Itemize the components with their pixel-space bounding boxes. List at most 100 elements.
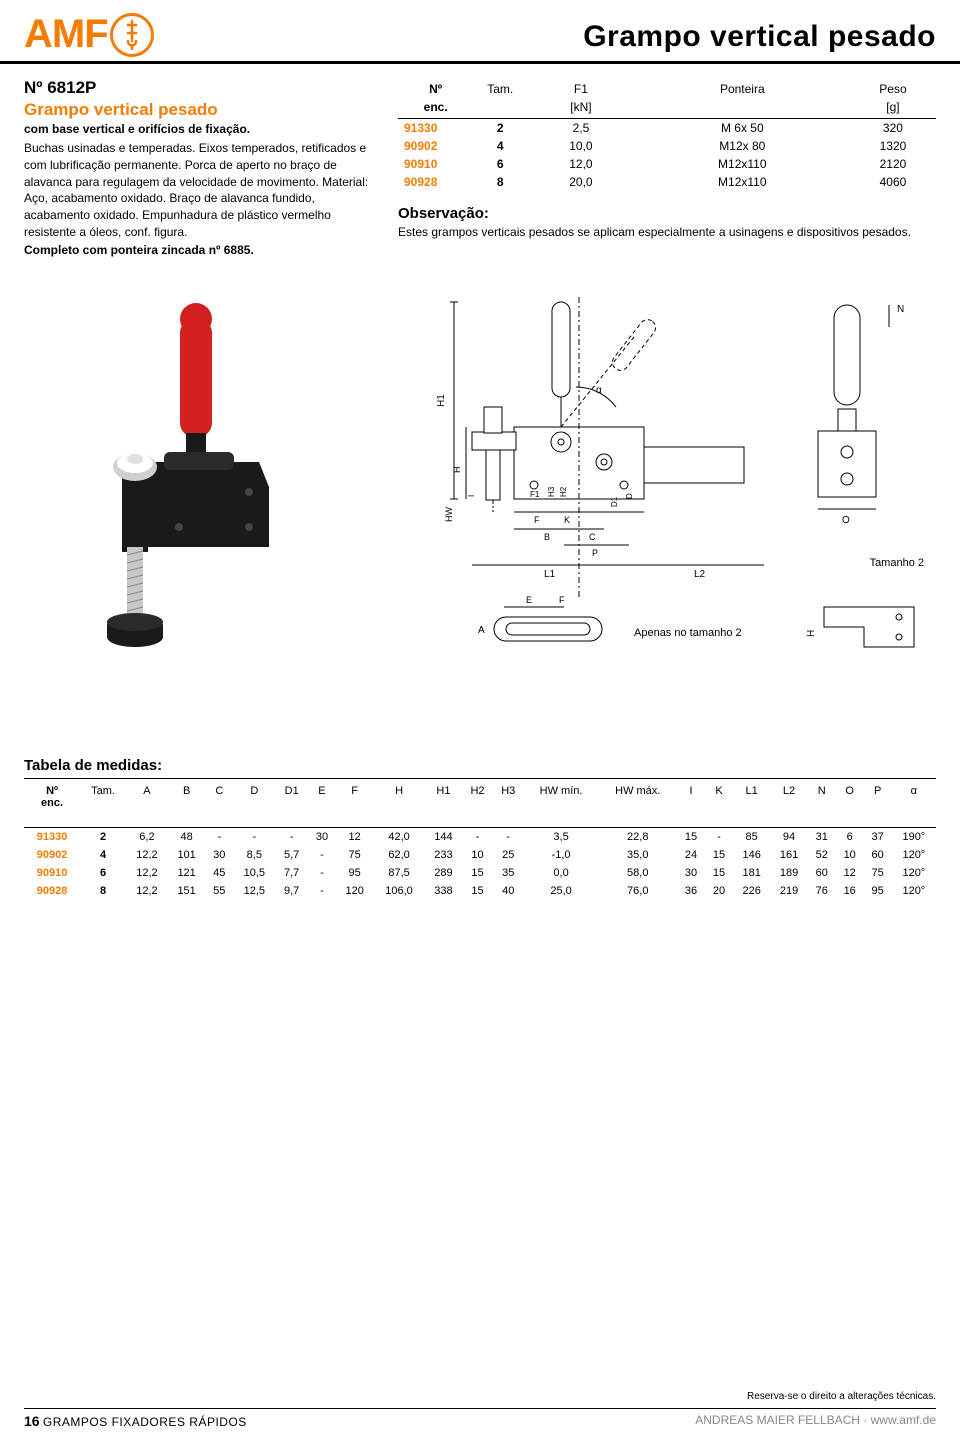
spec-row: 90928820,0M12x1104060 — [398, 173, 936, 191]
dim-cell: 12,2 — [126, 864, 168, 882]
dim-header: P — [864, 778, 892, 827]
dim-cell: 40 — [493, 882, 524, 900]
dim-cell: 10,5 — [233, 864, 275, 882]
dim-header: K — [705, 778, 733, 827]
spec-cell: 90910 — [398, 155, 473, 173]
dim-cell: 3,5 — [524, 827, 599, 846]
dim-table-title: Tabela de medidas: — [24, 757, 936, 774]
svg-text:L2: L2 — [694, 569, 706, 580]
brand-text: AMF — [24, 12, 108, 57]
spec-cell: 2,5 — [527, 119, 635, 138]
dim-cell: 31 — [808, 827, 836, 846]
dim-header: H1 — [425, 778, 462, 827]
dim-header: D1 — [275, 778, 308, 827]
product-info: Nº 6812P Grampo vertical pesado com base… — [24, 78, 374, 257]
dim-cell: 52 — [808, 846, 836, 864]
svg-text:HW: HW — [444, 506, 454, 521]
spec-cell: 20,0 — [527, 173, 635, 191]
dim-cell: 37 — [864, 827, 892, 846]
svg-text:D1: D1 — [610, 496, 619, 507]
dim-cell: 35 — [493, 864, 524, 882]
dim-cell: 219 — [770, 882, 807, 900]
spec-cell: 12,0 — [527, 155, 635, 173]
dim-cell: - — [233, 827, 275, 846]
dim-cell: 2 — [80, 827, 126, 846]
dim-cell: 60 — [808, 864, 836, 882]
page-title: Grampo vertical pesado — [583, 20, 936, 54]
spec-h: [g] — [850, 98, 936, 119]
dim-cell: - — [275, 827, 308, 846]
dim-cell: 12,2 — [126, 882, 168, 900]
dim-cell: 0,0 — [524, 864, 599, 882]
dim-cell: 5,7 — [275, 846, 308, 864]
dim-cell: 6 — [836, 827, 864, 846]
diagram-only-size2-label: Apenas no tamanho 2 — [634, 627, 742, 639]
figure-row: α H1 — [0, 257, 960, 697]
dim-cell: 91330 — [24, 827, 80, 846]
dim-cell: 12 — [836, 864, 864, 882]
spec-cell: 2120 — [850, 155, 936, 173]
dim-cell: 30 — [205, 846, 233, 864]
svg-text:F: F — [559, 595, 565, 605]
dim-cell: 25 — [493, 846, 524, 864]
dim-header: O — [836, 778, 864, 827]
dim-cell: 8 — [80, 882, 126, 900]
dim-cell: 75 — [336, 846, 373, 864]
technical-drawing: α H1 — [404, 297, 944, 677]
dim-cell: 12 — [336, 827, 373, 846]
page-header: AMF Grampo vertical pesado — [0, 0, 960, 64]
dim-cell: 12,2 — [126, 846, 168, 864]
dim-cell: 42,0 — [373, 827, 424, 846]
svg-text:E: E — [526, 595, 532, 605]
dim-cell: 45 — [205, 864, 233, 882]
dim-cell: - — [308, 882, 336, 900]
dim-header: E — [308, 778, 336, 827]
spec-cell: 91330 — [398, 119, 473, 138]
dim-cell: 106,0 — [373, 882, 424, 900]
spec-header-row-2: enc. [kN] [g] — [398, 98, 936, 119]
spec-row: 90902410,0M12x 801320 — [398, 137, 936, 155]
dim-cell: 6,2 — [126, 827, 168, 846]
spec-row: 90910612,0M12x1102120 — [398, 155, 936, 173]
svg-text:H3: H3 — [547, 486, 556, 497]
svg-text:H2: H2 — [559, 486, 568, 497]
spec-h: Peso — [850, 78, 936, 98]
footer-category: GRAMPOS FIXADORES RÁPIDOS — [43, 1415, 247, 1429]
spec-h: Tam. — [473, 78, 527, 98]
footer-left: 16 GRAMPOS FIXADORES RÁPIDOS — [24, 1413, 247, 1429]
dim-header-row: Nºenc.Tam.ABCDD1EFHH1H2H3HW mín.HW máx.I… — [24, 778, 936, 827]
dim-row: 9133026,248---301242,0144--3,522,815-859… — [24, 827, 936, 846]
dim-cell: 95 — [336, 864, 373, 882]
dim-cell: 60 — [864, 846, 892, 864]
dim-header: N — [808, 778, 836, 827]
dim-cell: 226 — [733, 882, 770, 900]
svg-text:H: H — [806, 630, 817, 637]
dim-row: 90928812,21515512,59,7-120106,0338154025… — [24, 882, 936, 900]
dim-cell: 76,0 — [598, 882, 677, 900]
svg-text:H: H — [452, 466, 462, 473]
dim-cell: 9,7 — [275, 882, 308, 900]
dim-cell: 338 — [425, 882, 462, 900]
footer-disclaimer: Reserva-se o direito a alterações técnic… — [24, 1391, 936, 1409]
spec-cell: 4060 — [850, 173, 936, 191]
dim-header: C — [205, 778, 233, 827]
dim-cell: 4 — [80, 846, 126, 864]
dim-cell: 120 — [336, 882, 373, 900]
spec-cell: M12x110 — [635, 173, 850, 191]
dim-header: B — [168, 778, 205, 827]
dim-cell: 85 — [733, 827, 770, 846]
page-footer: Reserva-se o direito a alterações técnic… — [0, 1387, 960, 1439]
spec-h — [473, 98, 527, 119]
dim-header: L2 — [770, 778, 807, 827]
dim-cell: 151 — [168, 882, 205, 900]
dim-cell: 10 — [462, 846, 493, 864]
dim-cell: 15 — [462, 864, 493, 882]
dim-cell: 62,0 — [373, 846, 424, 864]
dim-cell: 24 — [677, 846, 705, 864]
svg-text:F1: F1 — [530, 490, 540, 499]
svg-text:D: D — [625, 493, 634, 499]
spec-cell: 320 — [850, 119, 936, 138]
dim-cell: 12,5 — [233, 882, 275, 900]
diagram-size2-label: Tamanho 2 — [870, 557, 924, 569]
product-code: Nº 6812P — [24, 78, 374, 98]
